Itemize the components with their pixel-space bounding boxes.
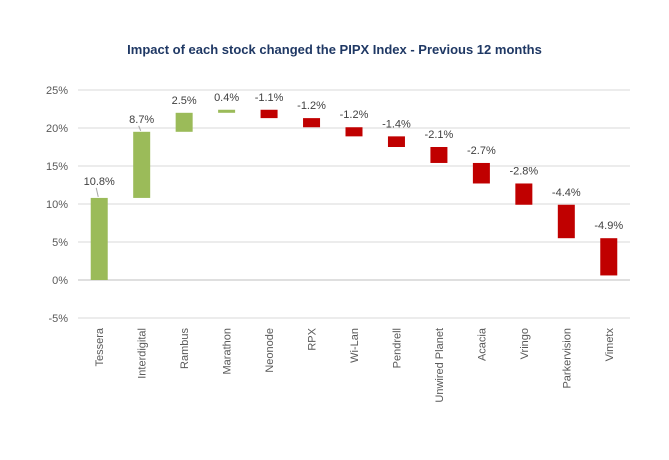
data-label: 10.8% [84, 176, 115, 188]
x-tick-label: Wi-Lan [349, 328, 361, 363]
data-label: 2.5% [172, 95, 197, 107]
x-tick-label: Vimetx [604, 328, 616, 362]
data-label: 0.4% [214, 92, 239, 104]
data-label: -4.4% [552, 187, 581, 199]
x-tick-label: Acacia [476, 327, 488, 361]
bar-neonode [260, 109, 278, 119]
x-tick-label: Parkervision [561, 328, 573, 389]
y-tick-label: -5% [48, 313, 68, 325]
data-label: -1.2% [297, 100, 326, 112]
y-tick-label: 20% [46, 123, 68, 135]
data-label: -2.7% [467, 145, 496, 157]
bar-marathon [218, 109, 236, 113]
leader-line [95, 187, 99, 198]
leader-line [138, 125, 142, 131]
bar-interdigital [133, 131, 151, 198]
bar-vimetx [600, 238, 618, 276]
bar-rpx [303, 118, 321, 128]
x-tick-label: Tessera [94, 327, 106, 366]
y-tick-label: 5% [52, 237, 68, 249]
bar-unwired-planet [430, 147, 448, 163]
y-tick-label: 15% [46, 161, 68, 173]
x-tick-label: Rambus [179, 328, 191, 369]
y-tick-label: 25% [46, 85, 68, 97]
data-label: -1.2% [340, 109, 369, 121]
data-label: 8.7% [129, 114, 154, 126]
chart-title: Impact of each stock changed the PIPX In… [127, 42, 542, 57]
x-tick-label: Unwired Planet [434, 328, 446, 403]
data-label: -4.9% [594, 220, 623, 232]
bar-acacia [472, 162, 490, 184]
bar-pendrell [387, 136, 405, 147]
x-tick-label: Pendrell [391, 328, 403, 368]
data-label: -2.8% [509, 165, 538, 177]
bar-rambus [175, 112, 193, 132]
data-label: -1.4% [382, 118, 411, 130]
x-tick-label: Interdigital [137, 328, 149, 379]
x-tick-label: RPX [307, 327, 319, 350]
bar-tessera [90, 197, 108, 280]
bar-parkervision [557, 204, 575, 239]
data-label: -1.1% [255, 92, 284, 104]
y-tick-label: 10% [46, 199, 68, 211]
x-tick-label: Marathon [222, 328, 234, 374]
y-tick-label: 0% [52, 275, 68, 287]
bar-vringo [515, 183, 533, 205]
bar-wi-lan [345, 127, 363, 137]
x-tick-label: Vringo [519, 328, 531, 359]
data-label: -2.1% [425, 129, 454, 141]
x-tick-label: Neonode [264, 328, 276, 373]
